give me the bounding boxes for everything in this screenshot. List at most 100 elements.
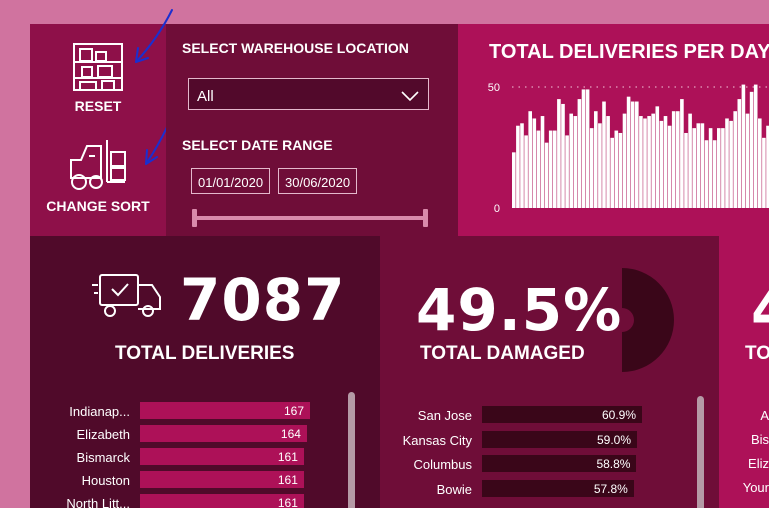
chart-bar[interactable]	[536, 130, 541, 208]
bar: 161	[140, 471, 304, 488]
chart-bar[interactable]	[700, 123, 705, 208]
chart-bar[interactable]	[684, 132, 688, 208]
chart-bar[interactable]	[708, 128, 713, 208]
city-name: Columbus	[413, 457, 472, 472]
chart-bar[interactable]	[565, 135, 569, 208]
chart-bar[interactable]	[766, 125, 769, 208]
damaged-gauge	[622, 268, 674, 372]
chart-bar[interactable]	[635, 101, 639, 208]
list-item[interactable]: Bismarck 161	[30, 448, 350, 468]
filter-panel: SELECT WAREHOUSE LOCATION All SELECT DAT…	[166, 24, 458, 236]
bar: 59.0%	[482, 430, 637, 448]
chart-bar[interactable]	[655, 106, 660, 208]
date-range-slider[interactable]	[192, 209, 428, 227]
chart-bar[interactable]	[520, 123, 524, 208]
chart-bar[interactable]	[557, 99, 561, 208]
deliveries-per-day-chart: TOTAL DELIVERIES PER DAY (v 50 0	[458, 24, 769, 236]
city-name: North Litt...	[66, 496, 130, 508]
chart-bar[interactable]	[528, 111, 532, 208]
chart-bar[interactable]	[745, 113, 750, 208]
chart-bar[interactable]	[573, 116, 578, 208]
chart-bar[interactable]	[733, 111, 737, 208]
bar: 164	[140, 425, 307, 442]
chart-bar[interactable]	[630, 101, 635, 208]
city-name: Eliz	[748, 456, 769, 471]
chart-bar[interactable]	[696, 123, 701, 208]
list-item[interactable]: Indianap... 167	[30, 402, 350, 422]
chart-title: TOTAL DELIVERIES PER DAY (v	[489, 41, 769, 63]
city-name: Houston	[81, 473, 130, 488]
chart-bar[interactable]	[717, 128, 721, 208]
chart-bar[interactable]	[749, 91, 754, 208]
chart-bar[interactable]	[659, 120, 664, 208]
bar-value: 59.0%	[596, 432, 631, 447]
scrollbar[interactable]	[697, 396, 704, 508]
end-date-input[interactable]: 30/06/2020	[278, 168, 358, 194]
change-sort-button[interactable]: CHANGE SORT	[30, 138, 166, 214]
chart-bar[interactable]	[532, 118, 537, 208]
bar: 57.8%	[482, 479, 634, 497]
list-item[interactable]: Bowie 57.8%	[380, 479, 680, 500]
chart-bar[interactable]	[676, 111, 680, 208]
chart-bar[interactable]	[602, 101, 606, 208]
list-item[interactable]: Houston 161	[30, 471, 350, 491]
chart-bar[interactable]	[729, 120, 733, 208]
chart-bar[interactable]	[680, 99, 684, 208]
bar: 60.9%	[482, 406, 642, 423]
chevron-down-icon	[401, 91, 419, 102]
chart-bar[interactable]	[577, 99, 582, 208]
chart-bar[interactable]	[704, 140, 709, 208]
chart-bar[interactable]	[581, 89, 586, 208]
chart-bar[interactable]	[647, 116, 651, 208]
chart-bar[interactable]	[639, 116, 643, 208]
chart-bar[interactable]	[663, 116, 668, 208]
chart-bar[interactable]	[712, 140, 717, 208]
warehouse-dropdown[interactable]: All	[188, 78, 429, 110]
chart-bar[interactable]	[610, 137, 614, 208]
chart-bar[interactable]	[671, 111, 676, 208]
chart-bar[interactable]	[688, 113, 692, 208]
chart-bar[interactable]	[737, 99, 742, 208]
chart-bar[interactable]	[589, 128, 594, 208]
chart-bar[interactable]	[544, 142, 549, 208]
date-range-label: SELECT DATE RANGE	[182, 137, 333, 153]
chart-bar[interactable]	[516, 125, 520, 208]
bar: 167	[140, 402, 310, 419]
chart-bar[interactable]	[569, 113, 573, 208]
chart-bar[interactable]	[741, 84, 746, 208]
chart-bar[interactable]	[618, 132, 623, 208]
bar-value: 60.9%	[601, 408, 636, 422]
chart-bar[interactable]	[548, 130, 553, 208]
chart-bar[interactable]	[721, 128, 725, 208]
chart-bar[interactable]	[594, 111, 598, 208]
chart-bar[interactable]	[626, 96, 631, 208]
chart-bar[interactable]	[643, 118, 647, 208]
total-deliveries-label: TOTAL DELIVERIES	[115, 343, 295, 364]
chart-bar[interactable]	[553, 130, 557, 208]
list-item[interactable]: San Jose 60.9%	[380, 406, 680, 426]
list-item[interactable]: North Litt... 161	[30, 494, 350, 508]
list-item[interactable]: Elizabeth 164	[30, 425, 350, 445]
chart-bar[interactable]	[512, 152, 516, 208]
chart-bar[interactable]	[614, 130, 619, 208]
scrollbar[interactable]	[348, 392, 355, 508]
chart-bar[interactable]	[622, 113, 627, 208]
chart-bar[interactable]	[561, 103, 565, 208]
chart-bar[interactable]	[762, 137, 766, 208]
chart-bar[interactable]	[692, 128, 696, 208]
chart-bar[interactable]	[725, 118, 729, 208]
chart-bar[interactable]	[598, 123, 602, 208]
chart-bar[interactable]	[585, 89, 590, 208]
chart-bar[interactable]	[606, 116, 610, 208]
list-item[interactable]: Kansas City 59.0%	[380, 430, 680, 451]
chart-bar[interactable]	[524, 135, 528, 208]
city-name: Bowie	[436, 481, 472, 497]
chart-bar[interactable]	[753, 84, 758, 208]
start-date-input[interactable]: 01/01/2020	[191, 168, 271, 194]
reset-button[interactable]: RESET	[30, 40, 166, 114]
chart-bar[interactable]	[758, 118, 762, 208]
chart-bar[interactable]	[540, 116, 545, 208]
chart-bar[interactable]	[651, 113, 655, 208]
chart-bar[interactable]	[667, 125, 672, 208]
list-item[interactable]: Columbus 58.8%	[380, 455, 680, 475]
